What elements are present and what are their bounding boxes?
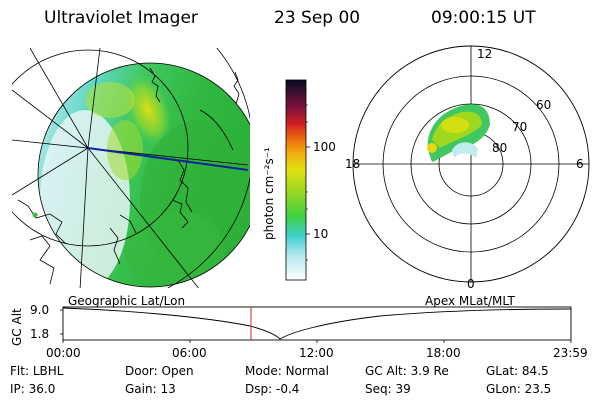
geographic-map xyxy=(12,48,250,288)
time-tick-1200: 12:00 xyxy=(299,346,334,360)
polar-plot xyxy=(352,45,590,283)
mlt-label-6: 6 xyxy=(576,157,584,171)
date-label: 23 Sep 00 xyxy=(274,8,361,28)
seq-field: Seq: 39 xyxy=(365,382,411,396)
ip-field: IP: 36.0 xyxy=(10,382,56,396)
colorbar-tick-100: 100 xyxy=(313,140,336,154)
colorbar-tick-10: 10 xyxy=(313,227,329,241)
time-tick-0000: 00:00 xyxy=(46,346,81,360)
glon-field: GLon: 23.5 xyxy=(486,382,552,396)
colorbar-unit-label: photon cm⁻²s⁻¹ xyxy=(262,147,276,240)
mode-field: Mode: Normal xyxy=(245,364,329,378)
glat-field: GLat: 84.5 xyxy=(486,364,549,378)
geographic-panel-label: Geographic Lat/Lon xyxy=(68,294,186,308)
time-tick-2359: 23:59 xyxy=(553,346,588,360)
dsp-field: Dsp: -0.4 xyxy=(245,382,300,396)
mlt-label-18: 18 xyxy=(345,157,361,171)
lat-label-80: 80 xyxy=(492,141,508,155)
altitude-plot xyxy=(60,306,572,343)
time-tick-0600: 06:00 xyxy=(172,346,207,360)
time-label: 09:00:15 UT xyxy=(431,8,536,28)
instrument-title: Ultraviolet Imager xyxy=(44,8,198,28)
door-field: Door: Open xyxy=(125,364,194,378)
apex-panel-label: Apex MLat/MLT xyxy=(425,294,515,308)
time-tick-1800: 18:00 xyxy=(426,346,461,360)
colorbar xyxy=(285,79,307,281)
lat-label-60: 60 xyxy=(536,98,552,112)
flt-field: Flt: LBHL xyxy=(10,364,64,378)
altitude-ylabel: GC Alt xyxy=(10,308,24,346)
altitude-ytick-low: 1.8 xyxy=(30,327,50,341)
mlt-label-12: 12 xyxy=(477,47,493,61)
altitude-ytick-high: 9.0 xyxy=(30,303,50,317)
gcalt-field: GC Alt: 3.9 Re xyxy=(365,364,449,378)
lat-label-70: 70 xyxy=(512,120,528,134)
gain-field: Gain: 13 xyxy=(125,382,176,396)
mlt-label-0: 0 xyxy=(467,277,475,291)
